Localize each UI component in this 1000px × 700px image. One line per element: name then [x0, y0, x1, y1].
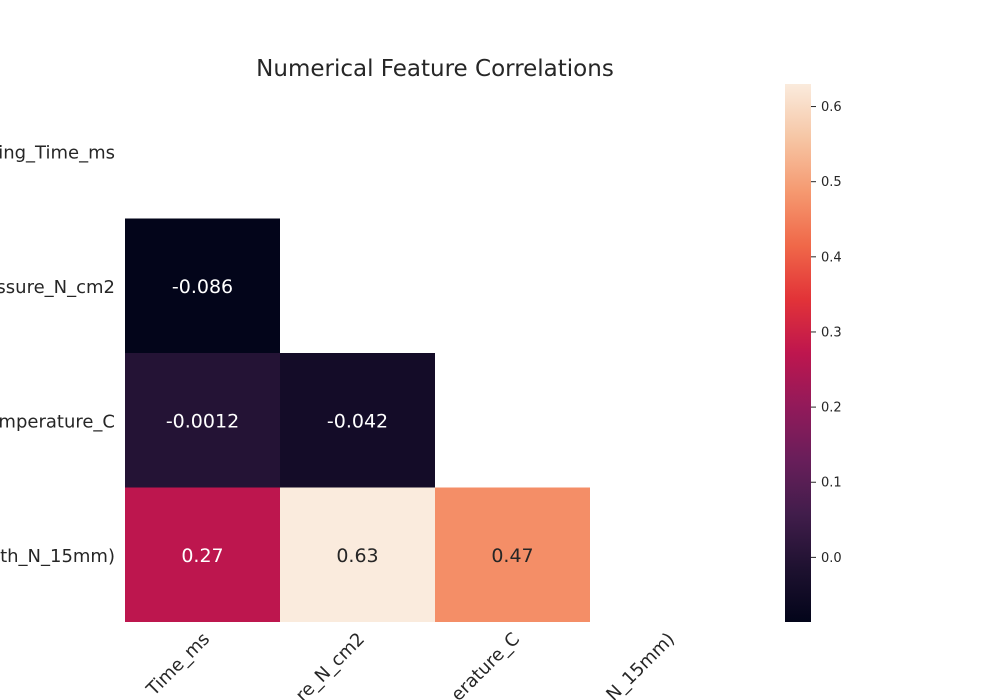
- heatmap-cell: [435, 487, 590, 622]
- cell-value-label: -0.0012: [166, 410, 239, 432]
- row-label: ing_Time_ms: [0, 142, 115, 163]
- cell-value-label: -0.042: [327, 410, 388, 432]
- chart-title: Numerical Feature Correlations: [256, 56, 614, 82]
- x-axis-labels: Time_ms re_N_cm2 erature_C N_15mm): [142, 629, 679, 700]
- row-label: gth_N_15mm): [0, 546, 115, 567]
- colorbar-tick-label: 0.4: [821, 250, 842, 265]
- row-label: emperature_C: [0, 411, 115, 432]
- heatmap-cell: [125, 218, 280, 353]
- heatmap-cells: -0.086 -0.0012 -0.042 0.27 0.63 0.47: [125, 218, 590, 622]
- colorbar-ticks: 0.0 0.1 0.2 0.3 0.4 0.5 0.6: [811, 100, 842, 566]
- cell-value-label: 0.47: [491, 545, 533, 567]
- heatmap-cell: [280, 353, 435, 488]
- colorbar: [785, 84, 811, 622]
- heatmap-cell: [125, 353, 280, 488]
- column-label: N_15mm): [602, 629, 679, 700]
- colorbar-tick-label: 0.0: [821, 551, 842, 566]
- column-label: Time_ms: [142, 629, 214, 700]
- heatmap-cell: [125, 487, 280, 622]
- colorbar-tick-label: 0.1: [821, 476, 842, 491]
- y-axis-labels: ing_Time_ms ssure_N_cm2 emperature_C gth_N_…: [0, 142, 115, 567]
- colorbar-tick-label: 0.2: [821, 401, 842, 416]
- cell-value-label: 0.63: [336, 545, 378, 567]
- cell-value-label: 0.27: [181, 545, 223, 567]
- heatmap-cell: [280, 487, 435, 622]
- colorbar-tick-label: 0.6: [821, 100, 842, 115]
- column-label: re_N_cm2: [292, 629, 369, 700]
- colorbar-tick-label: 0.5: [821, 175, 842, 190]
- row-label: ssure_N_cm2: [0, 277, 115, 298]
- column-label: erature_C: [447, 629, 524, 700]
- cell-value-label: -0.086: [172, 276, 233, 298]
- colorbar-tick-label: 0.3: [821, 325, 842, 340]
